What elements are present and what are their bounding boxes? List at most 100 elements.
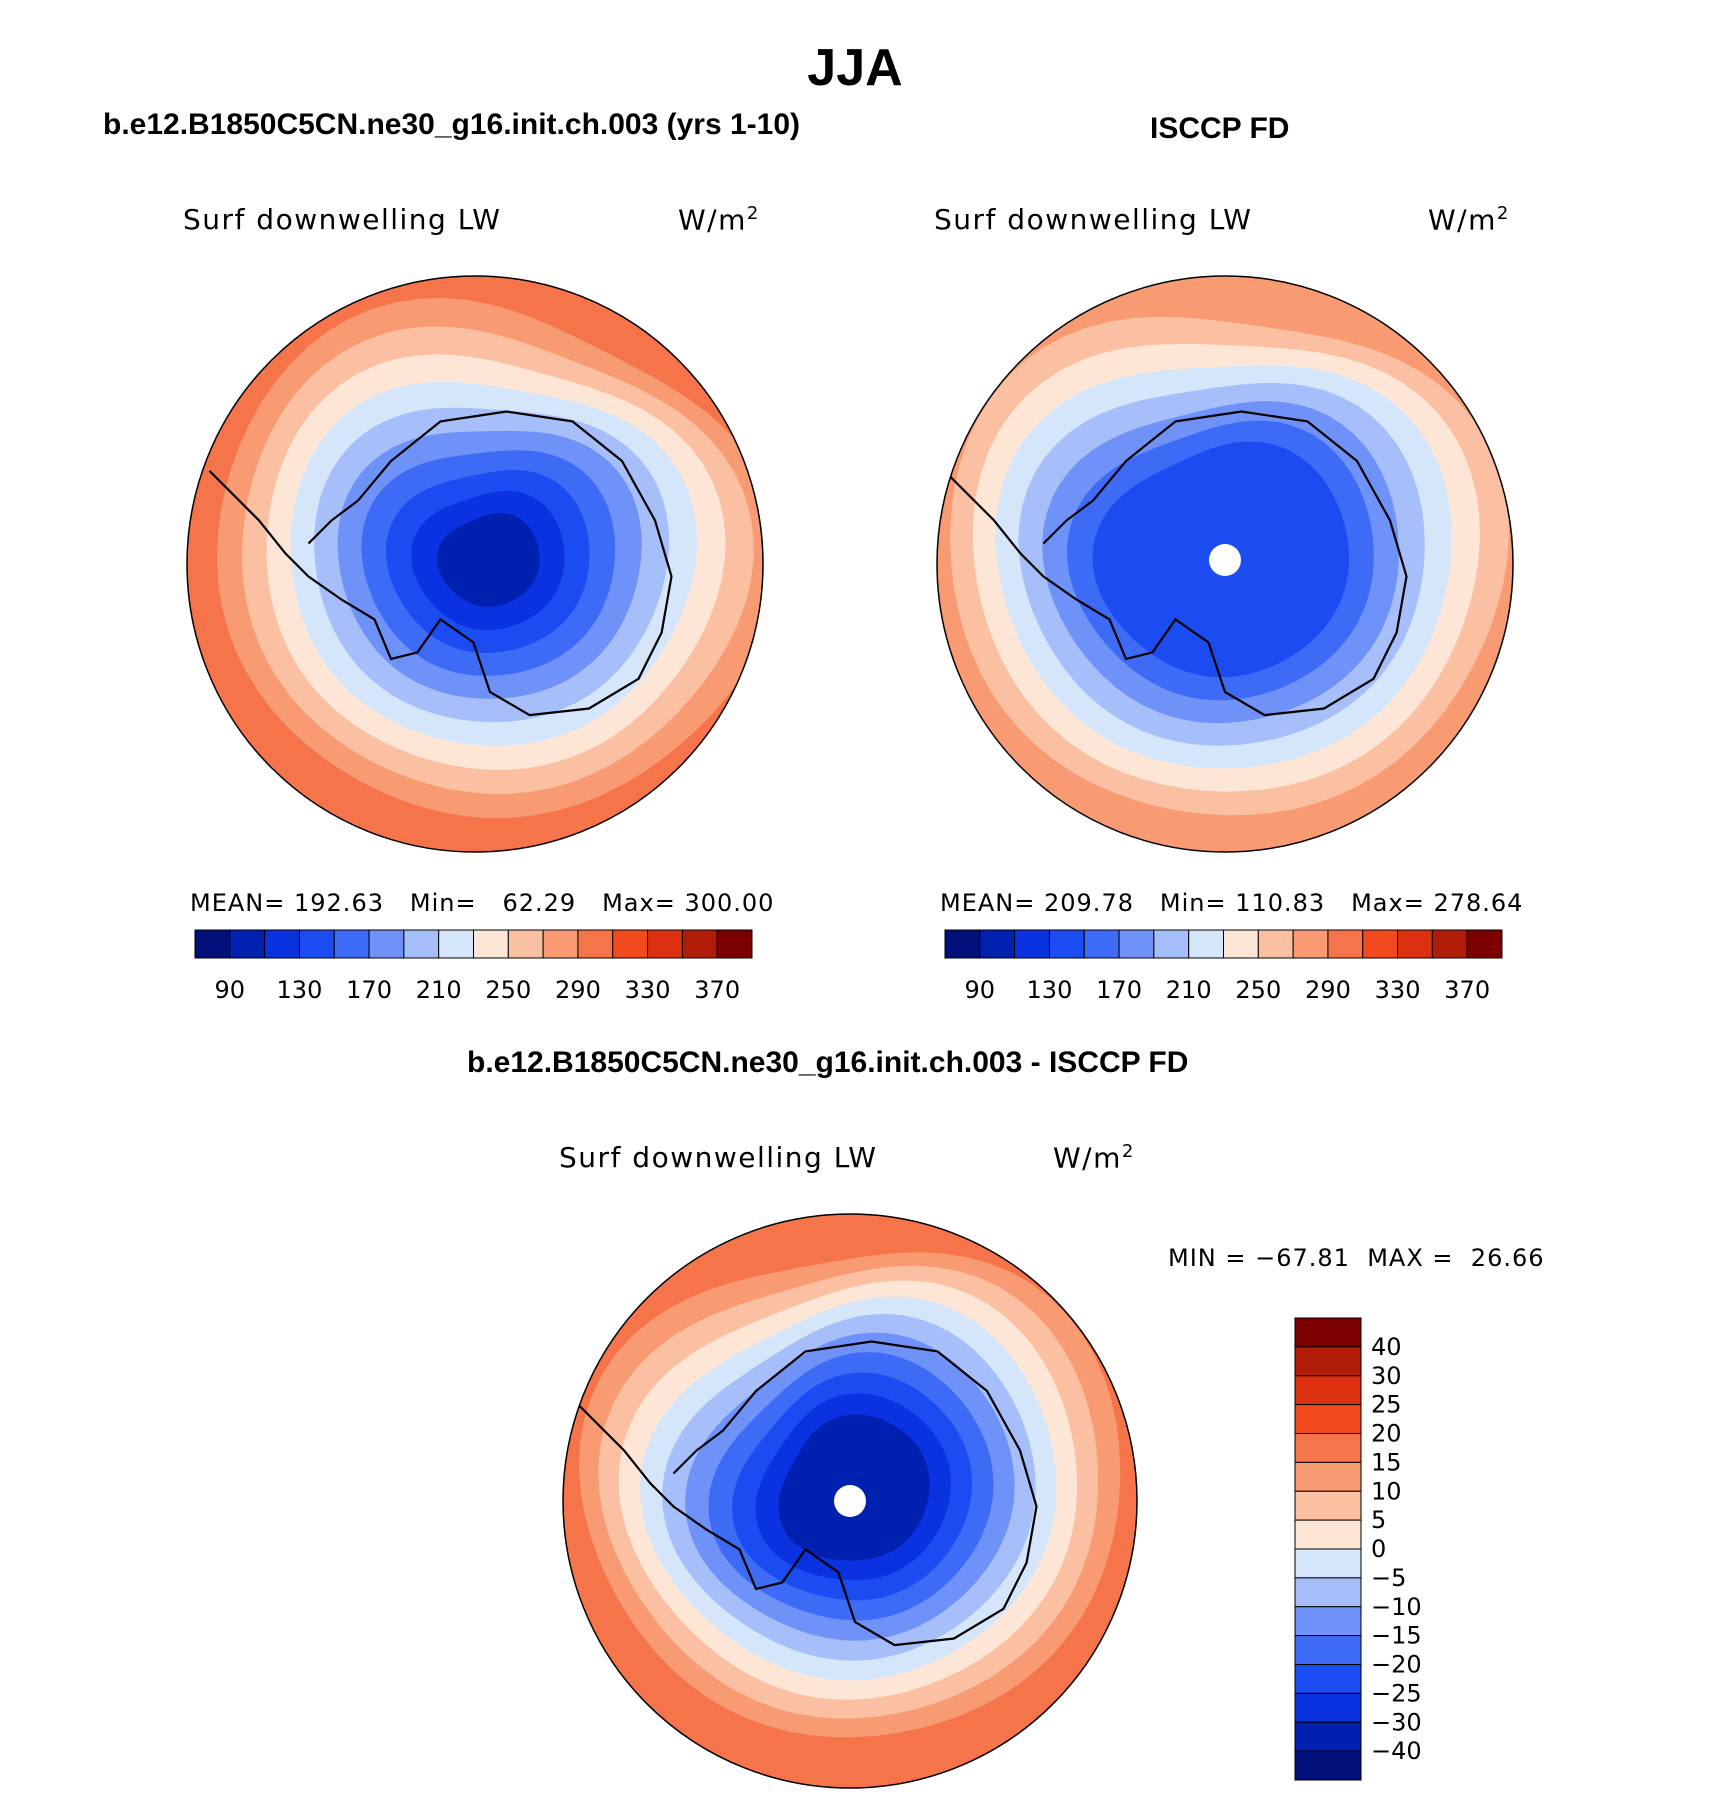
colorbar-tick-label: 20 [1371, 1420, 1402, 1448]
colorbar-tick-label: 5 [1371, 1506, 1386, 1534]
panel3-unit-label: W/m2 [1053, 1141, 1135, 1174]
panel1-min-label: Min= [409, 889, 477, 917]
colorbar-box [403, 929, 440, 959]
map-boundary-2 [936, 275, 1514, 853]
panel2-unit-base: W/m [1428, 203, 1497, 237]
panel3-min-value: −67.81 [1255, 1244, 1350, 1272]
colorbar-box [612, 929, 649, 959]
colorbar-box [1223, 929, 1259, 959]
colorbar-box [1294, 1375, 1362, 1406]
panel3-min-label: MIN = [1168, 1244, 1247, 1272]
panel2-title: ISCCP FD [1150, 112, 1290, 145]
panel1-variable-label: Surf downwelling LW [183, 203, 502, 236]
panel2-mean-label: MEAN= [940, 889, 1036, 917]
colorbar-box [1294, 1750, 1362, 1781]
colorbar-tick-label: 250 [485, 976, 531, 1004]
panel1-mean-value: 192.63 [294, 889, 384, 917]
colorbar-tick-label: 330 [1375, 976, 1421, 1004]
colorbar-box [979, 929, 1016, 959]
colorbar-box [1294, 1490, 1362, 1521]
colorbar-box [264, 929, 300, 959]
colorbar-tick-label: −25 [1371, 1679, 1422, 1707]
colorbar-box [1294, 1461, 1362, 1492]
colorbar-box [1014, 929, 1050, 959]
panel1-title: b.e12.B1850C5CN.ne30_g16.init.ch.003 (yr… [103, 108, 801, 141]
colorbar-box [1294, 1664, 1362, 1694]
colorbar-tick-label: 330 [625, 976, 671, 1004]
colorbar-box [1294, 1606, 1362, 1637]
colorbar-box [1294, 1721, 1362, 1752]
panel1-max-label: Max= [602, 889, 676, 917]
panel2-unit-label: W/m2 [1428, 203, 1510, 236]
colorbar-box [1294, 1317, 1362, 1348]
colorbar-tick-label: 370 [694, 976, 740, 1004]
coastline [573, 1340, 1038, 1647]
colorbar-box [1362, 929, 1399, 959]
colorbar-box [1083, 929, 1120, 959]
panel2-mean-value: 209.78 [1044, 889, 1134, 917]
colorbar-tick-label: 10 [1371, 1477, 1402, 1505]
colorbar-box [473, 929, 509, 959]
colorbar-tick-label: −30 [1371, 1708, 1422, 1736]
colorbar-tick-label: 170 [346, 976, 392, 1004]
colorbar-box [1188, 929, 1224, 959]
colorbar-box [1294, 1404, 1362, 1434]
colorbar-box [507, 929, 544, 959]
panel3-variable-label: Surf downwelling LW [559, 1141, 878, 1174]
colorbar-tick-label: 290 [1305, 976, 1351, 1004]
colorbar-box [577, 929, 614, 959]
colorbar-box [1431, 929, 1468, 959]
panel3-unit-base: W/m [1053, 1141, 1122, 1175]
map-panel-2 [937, 276, 1513, 852]
panel2-min-label: Min= [1159, 889, 1227, 917]
colorbar-box [1294, 1519, 1362, 1550]
map-boundary-3 [562, 1213, 1138, 1789]
colorbar-box [229, 929, 266, 959]
colorbar-tick-label: 210 [1166, 976, 1212, 1004]
colorbar-box [1327, 929, 1364, 959]
panel1-unit-exp: 2 [746, 203, 760, 224]
pole-missing-data [1209, 544, 1241, 576]
panel3-max-label: MAX = [1367, 1244, 1454, 1272]
pole-missing-data [834, 1485, 866, 1517]
colorbar-box [647, 929, 683, 959]
colorbar-panel-2: 90 130 170 210 250 290 330 370 [944, 929, 1503, 1004]
figure-title: JJA [807, 39, 903, 97]
colorbar-tick-label: 130 [1027, 976, 1073, 1004]
colorbar-box [333, 929, 370, 959]
colorbar-box [1466, 929, 1503, 959]
panel3-stats: MIN = −67.81 MAX = 26.66 [1168, 1244, 1545, 1272]
panel2-unit-exp: 2 [1496, 203, 1510, 224]
colorbar-box [542, 929, 579, 959]
panel2-max-label: Max= [1351, 889, 1425, 917]
colorbar-tick-label: −10 [1371, 1593, 1422, 1621]
panel3-unit-exp: 2 [1121, 1141, 1135, 1162]
colorbar-box [438, 929, 474, 959]
colorbar-tick-label: 25 [1371, 1391, 1402, 1419]
panel3-max-value: 26.66 [1470, 1244, 1545, 1272]
colorbar-box [944, 929, 981, 959]
panel1-unit-base: W/m [678, 203, 747, 237]
coastline [943, 410, 1408, 717]
colorbar-box [716, 929, 753, 959]
panel2-stats: MEAN= 209.78 Min= 110.83 Max= 278.64 [940, 889, 1523, 917]
colorbar-box [1153, 929, 1190, 959]
panel1-stats: MEAN= 192.63 Min= 62.29 Max= 300.00 [190, 889, 774, 917]
panel1-min-value: 62.29 [502, 889, 577, 917]
colorbar-tick-label: 30 [1371, 1362, 1402, 1390]
coastline [208, 410, 673, 717]
colorbar-box [1397, 929, 1433, 959]
panel1-unit-label: W/m2 [678, 203, 760, 236]
colorbar-panel-1: 90 130 170 210 250 290 330 370 [194, 929, 753, 1004]
colorbar-box [681, 929, 718, 959]
colorbar-tick-label: 40 [1371, 1333, 1402, 1361]
colorbar-box [1294, 1577, 1362, 1608]
colorbar-box [368, 929, 405, 959]
colorbar-box [1257, 929, 1294, 959]
panel1-max-value: 300.00 [684, 889, 775, 917]
colorbar-box [1294, 1433, 1362, 1463]
panel3-title: b.e12.B1850C5CN.ne30_g16.init.ch.003 - I… [467, 1046, 1189, 1079]
colorbar-tick-label: 15 [1371, 1448, 1402, 1476]
colorbar-tick-label: 210 [416, 976, 462, 1004]
